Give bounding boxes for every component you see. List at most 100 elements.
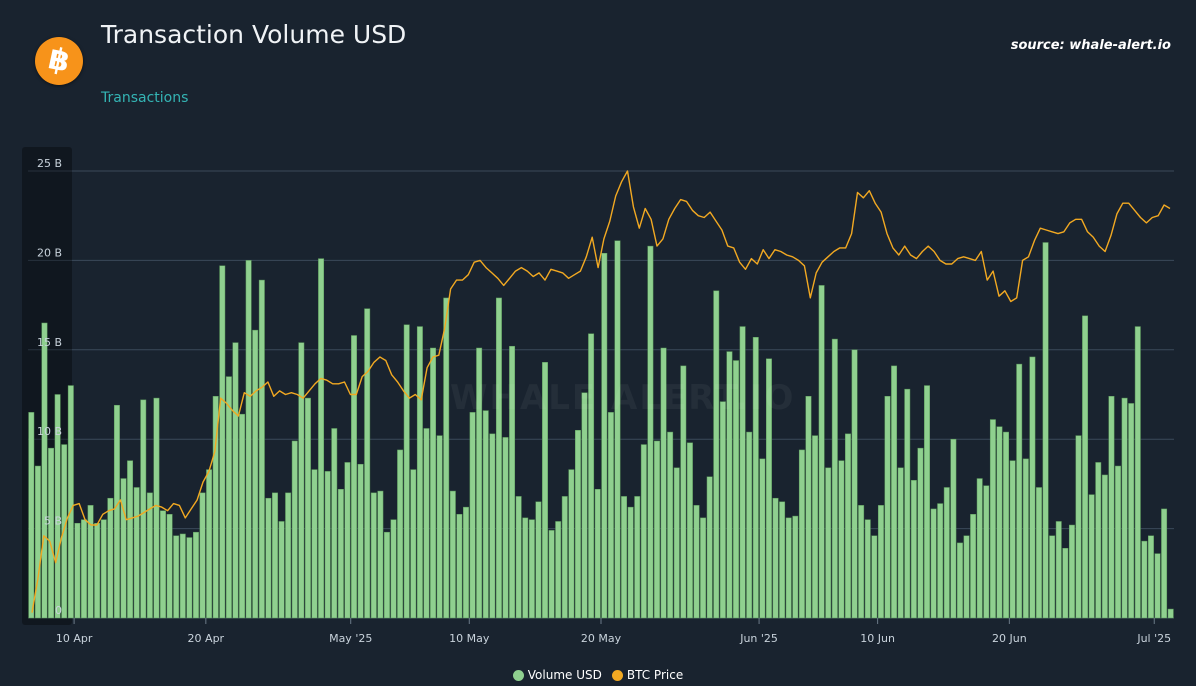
- volume-bar: [1101, 474, 1108, 619]
- line-series-btc-price: [31, 170, 1171, 613]
- volume-bar: [739, 326, 746, 619]
- volume-bar: [1108, 396, 1115, 619]
- volume-bar: [746, 431, 753, 619]
- volume-bar: [660, 347, 667, 619]
- legend-item-volume[interactable]: Volume USD: [512, 668, 602, 682]
- volume-bar: [304, 397, 311, 619]
- y-tick-label: 15 B: [37, 336, 62, 349]
- volume-bar: [1128, 403, 1135, 619]
- volume-bar: [61, 444, 68, 619]
- volume-bar: [28, 412, 35, 619]
- volume-bar: [733, 360, 739, 619]
- volume-bar: [278, 521, 285, 619]
- volume-bar: [568, 469, 575, 619]
- legend: Volume USD BTC Price: [0, 666, 1196, 684]
- volume-bar: [871, 535, 878, 619]
- volume-bar: [258, 279, 265, 619]
- legend-swatch-volume: [512, 669, 524, 681]
- volume-bar: [94, 522, 101, 619]
- legend-item-price[interactable]: BTC Price: [611, 668, 684, 682]
- y-tick-label: 20 B: [37, 246, 62, 259]
- volume-bar: [120, 478, 127, 619]
- volume-bar: [989, 419, 996, 619]
- y-axis-ticks: 0 5 B 10 B 15 B 20 B 25 B: [37, 157, 62, 617]
- volume-bar: [54, 394, 61, 619]
- chart-subtitle-link[interactable]: Transactions: [101, 90, 189, 106]
- volume-bar: [489, 433, 496, 619]
- volume-bar: [706, 476, 713, 619]
- volume-bar: [634, 496, 641, 619]
- volume-bar: [614, 240, 621, 619]
- volume-bar: [680, 365, 687, 619]
- volume-bar: [759, 458, 766, 619]
- volume-bar: [1161, 508, 1168, 619]
- volume-bar: [67, 385, 74, 619]
- volume-bar: [113, 404, 120, 619]
- volume-bar: [173, 535, 180, 619]
- volume-bar: [430, 347, 436, 619]
- volume-bar: [127, 460, 134, 619]
- volume-bar: [476, 347, 483, 619]
- volume-bar: [1016, 363, 1023, 619]
- volume-bar: [410, 469, 417, 619]
- volume-bar: [581, 392, 588, 619]
- volume-bar: [186, 537, 193, 619]
- volume-bar: [291, 440, 298, 619]
- volume-bar: [766, 358, 772, 619]
- volume-bar: [1088, 494, 1095, 619]
- volume-bar: [726, 351, 733, 619]
- volume-bar: [719, 401, 726, 619]
- x-tick-label: 20 Jun: [992, 632, 1027, 645]
- volume-bar: [1115, 465, 1121, 619]
- volume-bar: [522, 517, 529, 619]
- volume-bar: [877, 505, 884, 619]
- volume-bar: [647, 245, 654, 619]
- volume-bar: [318, 258, 325, 619]
- volume-bar: [897, 467, 904, 619]
- volume-bar: [654, 440, 660, 619]
- volume-bar: [779, 501, 786, 619]
- volume-bar: [232, 342, 239, 619]
- volume-bar: [976, 478, 983, 619]
- volume-bar: [351, 335, 357, 619]
- volume-bar: [831, 338, 838, 619]
- x-tick-label: 20 Apr: [188, 632, 225, 645]
- volume-bar: [858, 505, 865, 619]
- volume-bar: [686, 442, 693, 619]
- volume-bar: [864, 519, 871, 619]
- volume-bar: [792, 515, 799, 619]
- y-tick-label: 5 B: [44, 515, 62, 528]
- volume-bar: [449, 490, 456, 619]
- volume-bar: [160, 510, 166, 619]
- volume-bar: [469, 412, 476, 619]
- volume-bar: [825, 467, 832, 619]
- volume-bar: [542, 362, 548, 619]
- y-tick-label: 10 B: [37, 425, 62, 438]
- volume-bar: [627, 506, 634, 619]
- volume-bar: [818, 285, 825, 619]
- volume-bar: [1049, 535, 1056, 619]
- volume-bar: [575, 430, 581, 619]
- volume-bar: [910, 480, 917, 619]
- legend-label-price: BTC Price: [626, 668, 684, 682]
- volume-bar: [219, 265, 226, 619]
- volume-bar: [693, 505, 700, 619]
- volume-bar: [561, 496, 568, 619]
- volume-bar: [621, 496, 627, 619]
- source-credit: source: whale-alert.io: [1010, 38, 1171, 53]
- volume-bar: [384, 531, 390, 619]
- volume-bar: [357, 463, 364, 619]
- volume-bar: [1148, 535, 1154, 619]
- volume-bar: [265, 497, 272, 619]
- volume-bar: [713, 290, 720, 619]
- volume-bar: [206, 469, 213, 619]
- volume-bar: [805, 396, 812, 619]
- volume-bar: [107, 497, 114, 619]
- volume-bar: [81, 519, 87, 619]
- volume-bar: [601, 253, 608, 619]
- x-tick-label: 10 May: [449, 632, 490, 645]
- volume-bar: [337, 489, 344, 619]
- bar-series-volume: [28, 240, 1174, 619]
- volume-bar: [390, 519, 397, 619]
- chart-title: Transaction Volume USD: [101, 20, 407, 49]
